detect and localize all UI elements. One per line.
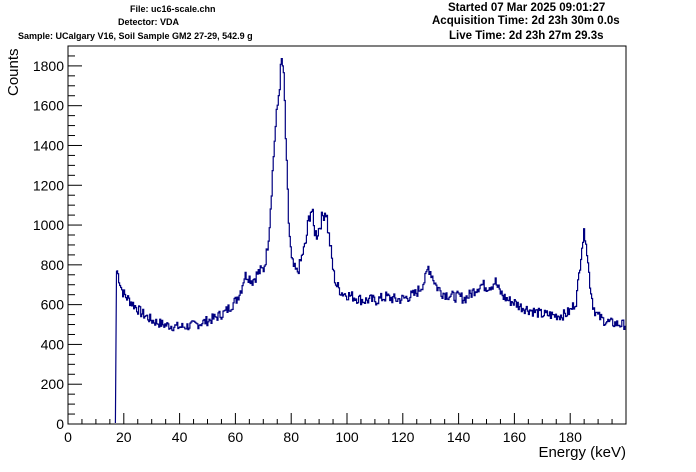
- y-tick-label: 1800: [33, 58, 64, 74]
- detector-label: Detector: VDA: [118, 17, 180, 27]
- x-tick-label: 80: [283, 429, 299, 445]
- x-tick-label: 40: [172, 429, 188, 445]
- acquisition-time-label: Acquisition Time: 2d 23h 30m 0.0s: [432, 15, 620, 27]
- y-tick-label: 400: [41, 336, 65, 352]
- x-tick-label: 100: [335, 429, 359, 445]
- live-time-label: Live Time: 2d 23h 27m 29.3s: [449, 30, 604, 42]
- x-tick-label: 140: [447, 429, 471, 445]
- y-tick-label: 0: [56, 416, 64, 432]
- x-tick-label: 180: [559, 429, 583, 445]
- x-tick-label: 120: [391, 429, 415, 445]
- x-tick-label: 0: [64, 429, 72, 445]
- y-tick-label: 600: [41, 297, 65, 313]
- y-axis-title: Counts: [5, 48, 22, 96]
- y-tick-label: 1600: [33, 98, 64, 114]
- x-tick-label: 60: [228, 429, 244, 445]
- x-tick-label: 20: [116, 429, 132, 445]
- started-label: Started 07 Mar 2025 09:01:27: [448, 2, 606, 14]
- sample-label: Sample: UCalgary V16, Soil Sample GM2 27…: [18, 31, 253, 41]
- spectrum-series-line: [114, 58, 626, 424]
- y-tick-label: 800: [41, 257, 65, 273]
- x-axis-title: Energy (keV): [538, 444, 626, 461]
- y-tick-label: 1000: [33, 217, 64, 233]
- y-tick-label: 1400: [33, 137, 64, 153]
- y-tick-label: 200: [41, 376, 65, 392]
- x-tick-label: 160: [503, 429, 527, 445]
- file-label: File: uc16-scale.chn: [130, 4, 216, 14]
- y-tick-label: 1200: [33, 177, 64, 193]
- plot-frame: [67, 45, 627, 425]
